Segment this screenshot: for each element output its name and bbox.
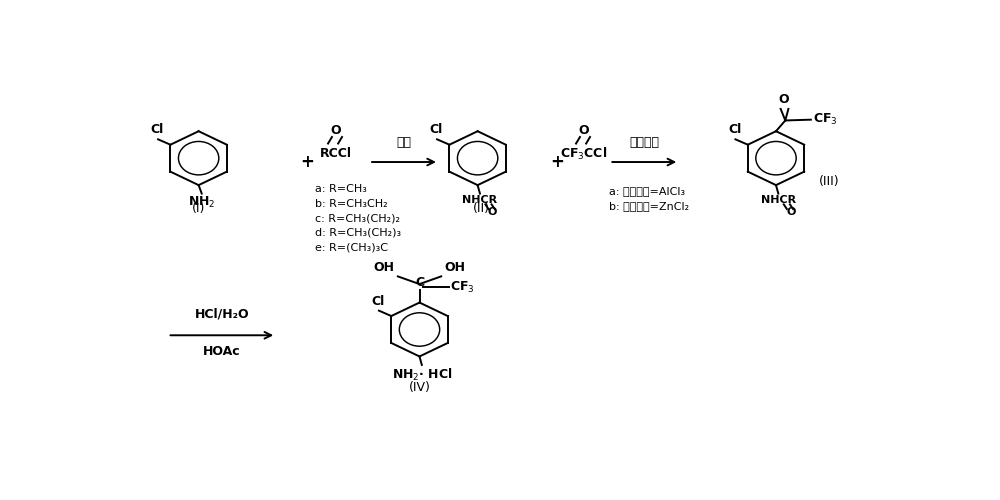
Text: Cl: Cl bbox=[372, 294, 385, 308]
Text: O: O bbox=[786, 208, 795, 218]
Text: 甲苯: 甲苯 bbox=[396, 136, 412, 148]
Text: d: R=CH₃(CH₂)₃: d: R=CH₃(CH₂)₃ bbox=[315, 228, 401, 238]
Text: b: R=CH₃CH₂: b: R=CH₃CH₂ bbox=[315, 198, 388, 208]
Text: O: O bbox=[488, 208, 497, 218]
Text: O: O bbox=[330, 124, 341, 137]
Text: e: R=(CH₃)₃C: e: R=(CH₃)₃C bbox=[315, 242, 388, 252]
Text: c: R=CH₃(CH₂)₂: c: R=CH₃(CH₂)₂ bbox=[315, 213, 400, 223]
Text: a: 路易斯酸=AlCl₃: a: 路易斯酸=AlCl₃ bbox=[609, 186, 686, 196]
Text: HCl/H₂O: HCl/H₂O bbox=[195, 308, 249, 320]
Text: HOAc: HOAc bbox=[203, 345, 241, 358]
Text: CF$_3$: CF$_3$ bbox=[450, 280, 475, 294]
Text: CF$_3$: CF$_3$ bbox=[813, 112, 838, 127]
Text: OH: OH bbox=[374, 261, 395, 274]
Text: CF$_3$CCl: CF$_3$CCl bbox=[560, 146, 607, 162]
Text: (II): (II) bbox=[473, 202, 490, 215]
Text: Cl: Cl bbox=[728, 123, 741, 136]
Text: b: 路易斯酸=ZnCl₂: b: 路易斯酸=ZnCl₂ bbox=[609, 200, 690, 210]
Text: (IV): (IV) bbox=[409, 382, 430, 394]
Text: (III): (III) bbox=[819, 175, 839, 188]
Text: NHCR: NHCR bbox=[761, 195, 796, 205]
Text: NH$_2$: NH$_2$ bbox=[188, 194, 215, 210]
Text: +: + bbox=[551, 153, 564, 171]
Text: OH: OH bbox=[444, 261, 465, 274]
Text: NH$_2$· HCl: NH$_2$· HCl bbox=[392, 366, 452, 382]
Text: +: + bbox=[300, 153, 314, 171]
Text: (I): (I) bbox=[192, 202, 205, 215]
Text: Cl: Cl bbox=[430, 123, 443, 136]
Text: NHCR: NHCR bbox=[462, 195, 498, 205]
Text: RCCl: RCCl bbox=[320, 147, 352, 160]
Text: 路易斯酸: 路易斯酸 bbox=[629, 136, 659, 148]
Text: Cl: Cl bbox=[151, 123, 164, 136]
Text: O: O bbox=[778, 93, 789, 106]
Text: O: O bbox=[578, 124, 589, 137]
Text: a: R=CH₃: a: R=CH₃ bbox=[315, 184, 367, 194]
Text: C: C bbox=[415, 276, 424, 288]
